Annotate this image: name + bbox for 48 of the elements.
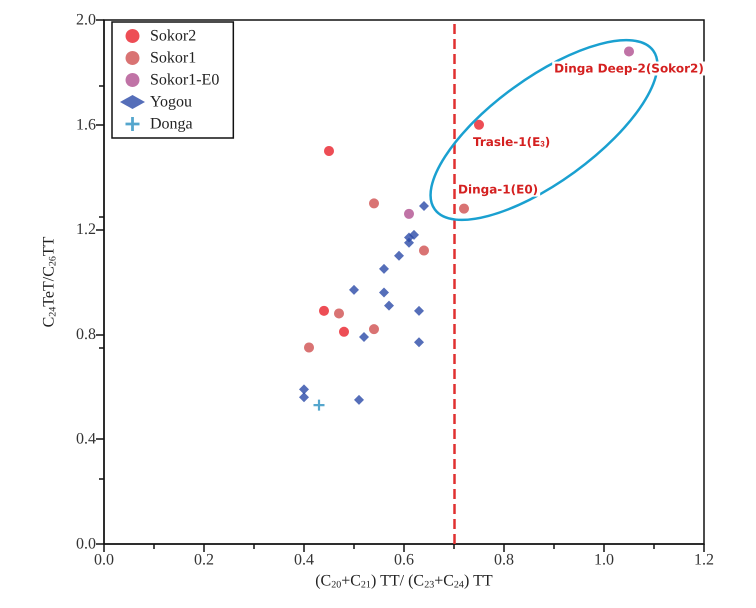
y-tick-label: 1.2 xyxy=(76,221,96,238)
point xyxy=(419,201,429,212)
point xyxy=(379,264,389,274)
point xyxy=(339,326,349,337)
point xyxy=(349,284,359,295)
legend-label: Yogou xyxy=(150,94,192,110)
point xyxy=(324,146,334,156)
legend-label: Donga xyxy=(150,116,193,132)
x-tick-label: 1.0 xyxy=(594,552,614,568)
point xyxy=(314,400,324,411)
y-axis-title: C24TeT/C26TT xyxy=(40,236,58,328)
y-tick-label: 0.4 xyxy=(76,430,96,448)
point xyxy=(299,384,309,394)
point xyxy=(404,208,414,219)
point xyxy=(369,198,379,208)
point xyxy=(304,342,314,352)
y-tick-label: 0.0 xyxy=(76,536,96,552)
point xyxy=(384,300,394,311)
y-tick-label: 1.6 xyxy=(76,116,96,134)
y-tick-label: 2.0 xyxy=(76,12,96,28)
point xyxy=(459,204,469,214)
point xyxy=(334,308,344,318)
x-tick-label: 0.2 xyxy=(194,552,214,568)
point xyxy=(299,392,309,402)
x-tick-label: 0.4 xyxy=(294,552,314,568)
point xyxy=(319,306,329,316)
point xyxy=(359,332,369,342)
x-tick-label: 1.2 xyxy=(694,552,714,568)
point xyxy=(414,337,424,348)
annotation: Dinga Deep-2(Sokor2) xyxy=(554,61,704,76)
point xyxy=(379,287,389,298)
legend-label: Sokor2 xyxy=(150,28,196,44)
x-tick-label: 0.0 xyxy=(94,552,114,568)
legend-label: Sokor1-E0 xyxy=(150,72,220,88)
point xyxy=(624,46,634,56)
point xyxy=(394,250,404,261)
point xyxy=(414,306,424,316)
point xyxy=(354,394,364,405)
point xyxy=(419,246,429,256)
point xyxy=(369,324,379,334)
x-tick-label: 0.6 xyxy=(394,552,414,568)
legend-label: Sokor1 xyxy=(150,50,196,66)
annotation: Trasle-1(E3) xyxy=(473,134,550,149)
y-tick-label: 0.8 xyxy=(76,326,96,343)
annotation: Dinga-1(E0) xyxy=(458,182,538,197)
x-tick-label: 0.8 xyxy=(494,552,514,568)
point xyxy=(474,120,484,130)
point xyxy=(404,238,414,248)
